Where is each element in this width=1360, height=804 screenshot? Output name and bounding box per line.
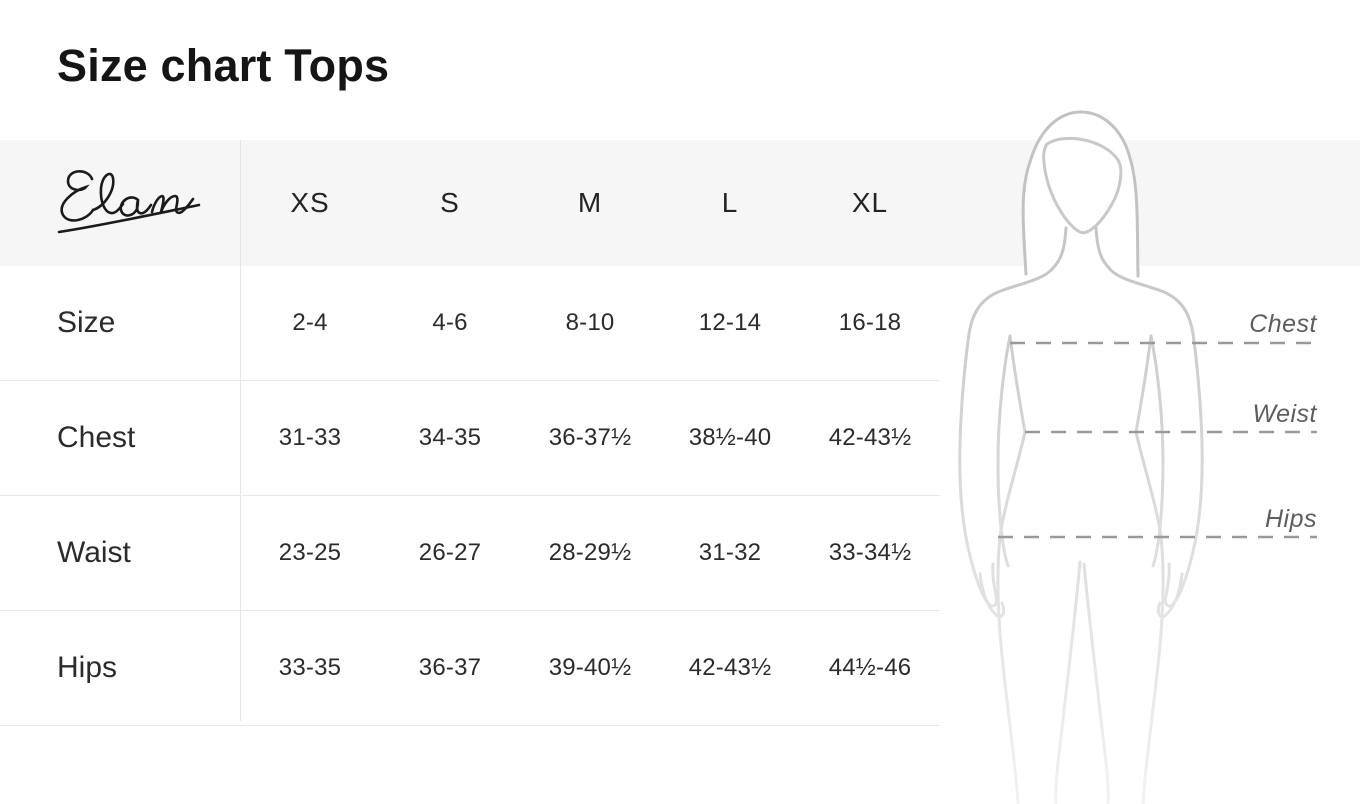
chest-value-cell: 34-35 <box>418 424 482 451</box>
waist-value-cell: 31-32 <box>698 539 762 566</box>
chest-value-cell: 42-43½ <box>828 424 912 451</box>
table-vertical-divider <box>240 140 241 721</box>
size-col-header-xs: XS <box>290 187 330 218</box>
size-col-header-xl: XL <box>851 187 889 218</box>
waist-measure-label: Weist <box>1252 400 1317 428</box>
chest-value-cell: 31-33 <box>278 424 342 451</box>
body-silhouette <box>958 110 1317 804</box>
table-row-hips: Hips 33-35 36-37 39-40½ 42-43½ 44½-46 <box>0 611 940 726</box>
hips-value-cell: 33-35 <box>278 654 342 681</box>
table-row-chest: Chest 31-33 34-35 36-37½ 38½-40 42-43½ <box>0 381 940 496</box>
hips-measure-label: Hips <box>1264 505 1317 533</box>
size-value-cell: 12-14 <box>698 309 762 336</box>
table-header-row: Elan XS S M L XL <box>0 140 940 266</box>
waist-value-cell: 26-27 <box>418 539 482 566</box>
table-row-waist: Waist 23-25 26-27 28-29½ 31-32 33-34½ <box>0 496 940 611</box>
hips-value-cell: 44½-46 <box>828 654 912 681</box>
waist-value-cell: 23-25 <box>278 539 342 566</box>
size-col-header-m: M <box>577 187 603 218</box>
chest-value-cell: 36-37½ <box>548 424 632 451</box>
elan-logo-signature <box>57 169 201 233</box>
size-chart-table: Elan XS S M L XL Size 2-4 4-6 8-10 12-14… <box>0 140 940 726</box>
waist-value-cell: 28-29½ <box>548 539 632 566</box>
row-label-size: Size <box>57 306 116 339</box>
table-row-size: Size 2-4 4-6 8-10 12-14 16-18 <box>0 266 940 381</box>
size-value-cell: 8-10 <box>565 309 615 336</box>
hips-value-cell: 39-40½ <box>548 654 632 681</box>
row-label-chest: Chest <box>57 421 136 454</box>
size-value-cell: 2-4 <box>292 309 328 336</box>
row-label-hips: Hips <box>57 651 118 684</box>
page-title: Size chart Tops <box>57 40 390 91</box>
hips-value-cell: 36-37 <box>418 654 482 681</box>
chest-measure-label: Chest <box>1249 310 1317 338</box>
row-label-waist: Waist <box>57 536 131 569</box>
waist-value-cell: 33-34½ <box>828 539 912 566</box>
brand-logo-cell: Elan <box>0 164 240 243</box>
size-value-cell: 16-18 <box>838 309 902 336</box>
size-col-header-l: L <box>721 187 739 218</box>
size-value-cell: 4-6 <box>432 309 468 336</box>
size-col-header-s: S <box>440 187 460 218</box>
hips-value-cell: 42-43½ <box>688 654 772 681</box>
chest-value-cell: 38½-40 <box>688 424 772 451</box>
